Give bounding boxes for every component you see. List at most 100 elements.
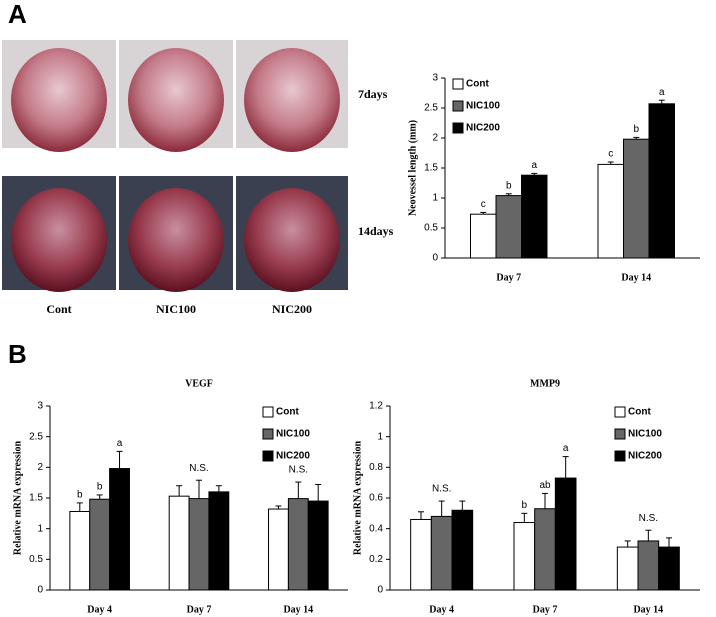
y-tick-label: 2.5 — [424, 103, 438, 114]
y-tick-label: 0 — [37, 585, 43, 596]
significance-letter: c — [608, 149, 613, 160]
bar — [637, 540, 660, 591]
legend-label: NIC100 — [466, 101, 500, 112]
bar — [188, 498, 210, 591]
y-tick-label: 0.4 — [369, 523, 383, 534]
x-tick-label: Day 7 — [533, 604, 558, 615]
y-tick-label: 3 — [432, 73, 438, 84]
y-tick-label: 1.2 — [369, 401, 383, 412]
y-tick-label: 2 — [432, 133, 438, 144]
chart-title: VEGF — [185, 378, 213, 389]
legend-label: Cont — [276, 407, 299, 418]
legend-swatch — [452, 78, 464, 90]
panel-label: B — [8, 339, 27, 369]
col-label: NIC100 — [156, 302, 196, 316]
y-tick-label: 1 — [432, 193, 438, 204]
chart-title: MMP9 — [530, 378, 560, 389]
legend-label: NIC200 — [628, 451, 662, 462]
y-tick-label: 1 — [377, 431, 383, 442]
x-tick-label: Day 14 — [283, 604, 313, 615]
bar — [623, 138, 650, 259]
significance-letter: b — [506, 180, 512, 191]
y-tick-label: 0.6 — [369, 493, 383, 504]
y-tick-label: 3 — [37, 401, 43, 412]
y-tick-label: 0 — [432, 253, 438, 264]
bar — [658, 546, 680, 591]
y-tick-label: 2 — [37, 462, 43, 473]
legend-label: Cont — [466, 79, 489, 90]
y-axis-label: Neovessel length (mm) — [407, 120, 418, 216]
legend-swatch — [262, 406, 274, 418]
bar — [534, 508, 556, 591]
significance-letter: b — [97, 482, 103, 493]
bar — [554, 477, 577, 591]
significance-letter: ab — [539, 480, 551, 491]
significance-letter: b — [522, 500, 528, 511]
legend-swatch — [262, 428, 274, 440]
y-axis-label: Relative mRNA expression — [352, 440, 363, 555]
legend-swatch — [452, 122, 464, 134]
x-tick-label: Day 14 — [621, 272, 651, 283]
significance-letter: a — [659, 87, 665, 98]
legend-label: Cont — [628, 407, 651, 418]
col-label: NIC200 — [272, 302, 312, 316]
significance-letter: c — [481, 199, 486, 210]
group-label: N.S. — [432, 484, 451, 495]
legend-swatch — [614, 406, 626, 418]
legend-label: NIC100 — [276, 429, 310, 440]
y-tick-label: 1.5 — [29, 493, 43, 504]
bar — [287, 498, 309, 591]
legend-swatch — [614, 428, 626, 440]
photo-grid — [2, 40, 348, 292]
bar — [495, 195, 522, 259]
y-tick-label: 2.5 — [29, 431, 43, 442]
y-tick-label: 0.8 — [369, 462, 383, 473]
y-tick-label: 0 — [377, 585, 383, 596]
x-tick-label: Day 14 — [633, 604, 663, 615]
bar — [208, 491, 230, 591]
legend-label: NIC200 — [276, 451, 310, 462]
legend-swatch — [614, 450, 626, 462]
bar — [109, 468, 130, 591]
y-tick-label: 0.5 — [29, 554, 43, 565]
legend-label: NIC100 — [628, 429, 662, 440]
panel-label: A — [8, 0, 27, 29]
x-tick-label: Day 7 — [187, 604, 212, 615]
bar — [521, 174, 548, 259]
row-label: 14days — [358, 224, 394, 238]
y-tick-label: 1 — [37, 523, 43, 534]
bar — [69, 510, 91, 591]
bar — [410, 518, 432, 591]
y-axis-label: Relative mRNA expression — [12, 440, 23, 555]
group-label: N.S. — [189, 463, 208, 474]
bar — [307, 500, 329, 591]
group-label: N.S. — [639, 513, 658, 524]
bar — [648, 103, 675, 259]
legend-swatch — [262, 450, 274, 462]
bar — [451, 509, 474, 591]
bar — [470, 213, 497, 259]
x-tick-label: Day 4 — [429, 604, 454, 615]
y-tick-label: 1.5 — [424, 163, 438, 174]
bar — [597, 163, 624, 259]
legend-swatch — [452, 100, 464, 112]
y-tick-label: 0.2 — [369, 554, 383, 565]
legend-label: NIC200 — [466, 123, 500, 134]
bar — [616, 546, 639, 591]
group-label: N.S. — [289, 465, 308, 476]
x-tick-label: Day 7 — [496, 272, 521, 283]
bar — [168, 495, 190, 591]
significance-letter: a — [117, 438, 123, 449]
significance-letter: a — [563, 443, 569, 454]
bar — [430, 515, 453, 591]
significance-letter: b — [77, 490, 83, 501]
row-label: 7days — [358, 87, 388, 101]
x-tick-label: Day 4 — [87, 604, 112, 615]
significance-letter: b — [633, 124, 639, 135]
bar — [268, 508, 289, 591]
col-label: Cont — [46, 302, 71, 316]
bar — [89, 498, 111, 591]
bar — [513, 522, 536, 591]
y-tick-label: 0.5 — [424, 223, 438, 234]
